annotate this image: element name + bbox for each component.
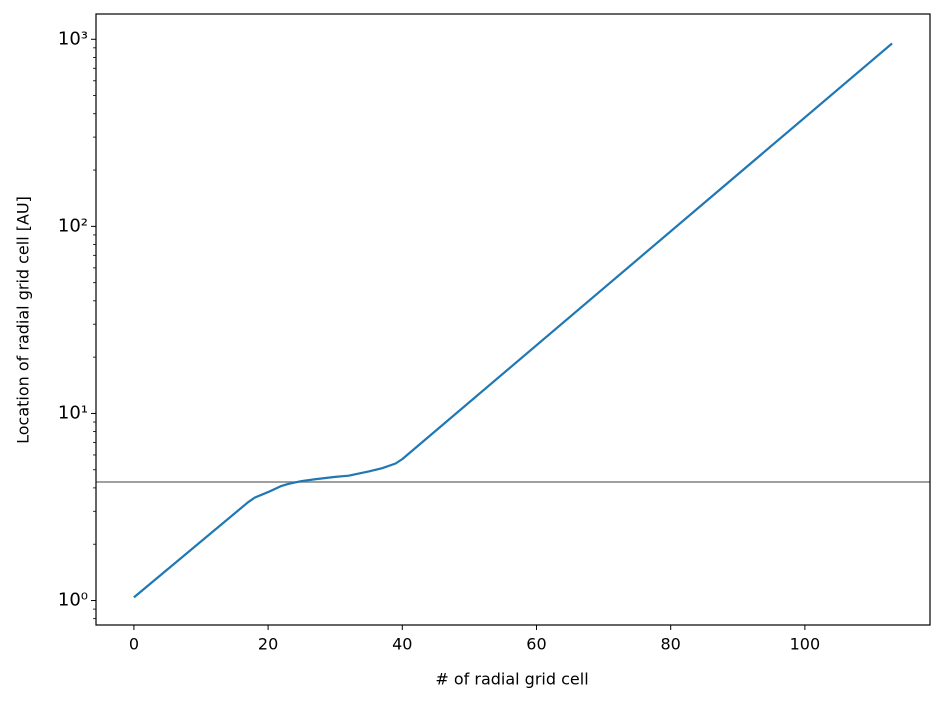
y-axis-label: Location of radial grid cell [AU] (14, 196, 33, 444)
data-line (133, 42, 893, 599)
x-tick-label: 60 (526, 635, 546, 654)
y-tick-label: 10² (58, 215, 88, 236)
y-tick-label: 10¹ (58, 402, 88, 423)
y-tick-label: 10³ (58, 28, 88, 49)
x-tick-label: 80 (660, 635, 680, 654)
x-tick-label: 0 (129, 635, 139, 654)
plot-frame (95, 13, 931, 626)
y-tick-label: 10⁰ (58, 590, 88, 611)
x-tick-label: 20 (258, 635, 278, 654)
x-axis-label: # of radial grid cell (435, 670, 588, 689)
x-tick-label: 40 (392, 635, 412, 654)
x-tick-label: 100 (790, 635, 821, 654)
